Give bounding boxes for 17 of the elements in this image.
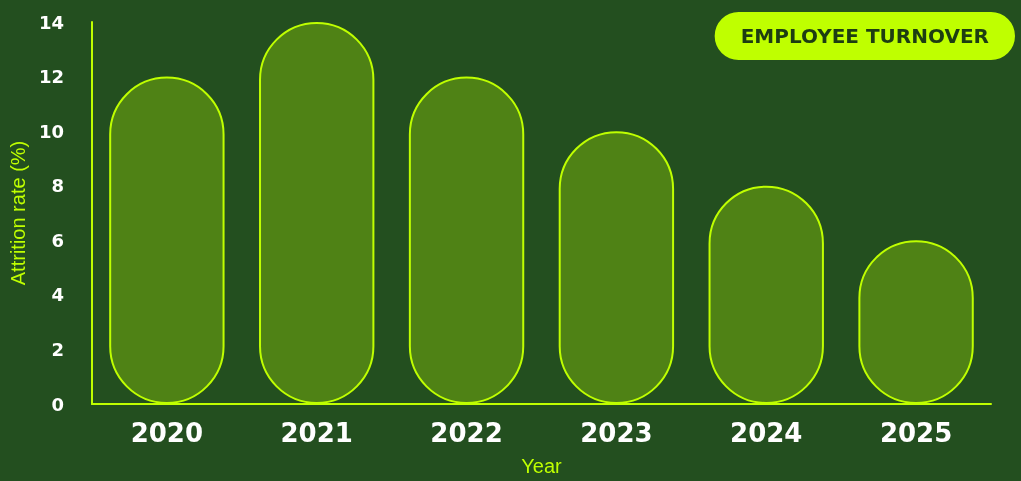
x-tick-label: 2025 [879,418,953,448]
x-tick-label: 2020 [130,418,204,448]
y-tick-label: 2 [51,338,64,360]
x-tick-label: 2021 [280,418,353,448]
x-tick-label: 2024 [730,418,803,448]
y-tick-label: 14 [38,11,64,33]
y-tick-label: 6 [51,229,64,251]
x-tick-label: 2022 [430,418,503,448]
y-tick-label: 8 [51,175,64,197]
y-tick-label: 12 [38,66,64,88]
y-tick-label: 0 [51,393,64,415]
y-tick-label: 4 [51,284,64,306]
x-tick-label: 2023 [580,418,653,448]
chart-title: EMPLOYEE TURNOVER [740,24,989,48]
y-axis-title: Attrition rate (%) [7,140,29,286]
x-axis-title: Year [521,455,563,477]
y-tick-label: 10 [38,120,64,142]
